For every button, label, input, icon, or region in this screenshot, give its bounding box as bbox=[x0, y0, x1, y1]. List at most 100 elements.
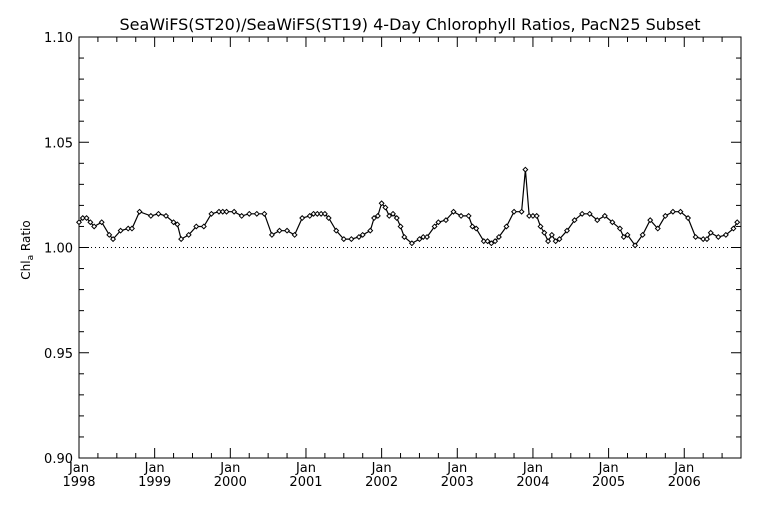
data-point bbox=[91, 223, 98, 230]
data-point bbox=[473, 225, 480, 232]
series-line bbox=[78, 169, 738, 247]
data-point bbox=[420, 233, 427, 240]
data-point bbox=[276, 227, 283, 234]
data-point bbox=[193, 223, 200, 230]
y-tick-label: 1.10 bbox=[44, 31, 73, 46]
data-point bbox=[529, 212, 536, 219]
data-point bbox=[594, 217, 601, 224]
data-point bbox=[563, 227, 570, 234]
data-point bbox=[541, 229, 548, 236]
data-point bbox=[722, 231, 729, 238]
data-point bbox=[378, 200, 385, 207]
data-point bbox=[647, 217, 654, 224]
data-point bbox=[734, 219, 741, 226]
data-point bbox=[662, 212, 669, 219]
x-tick-year-label: 2001 bbox=[289, 475, 322, 490]
data-point bbox=[537, 223, 544, 230]
data-point bbox=[677, 208, 684, 215]
data-point bbox=[340, 236, 347, 243]
data-point bbox=[98, 219, 105, 226]
data-point bbox=[75, 219, 83, 226]
data-point bbox=[318, 210, 325, 217]
x-tick-year-label: 2005 bbox=[592, 475, 625, 490]
data-point bbox=[480, 238, 487, 245]
data-point bbox=[155, 210, 162, 217]
data-point bbox=[268, 231, 275, 238]
x-tick-month-label: Jan bbox=[295, 461, 316, 476]
y-tick-label: 1.00 bbox=[44, 242, 73, 257]
x-tick-month-label: Jan bbox=[673, 461, 694, 476]
y-axis-label-subscript: a bbox=[26, 255, 36, 261]
data-point bbox=[117, 227, 124, 234]
data-point bbox=[669, 208, 676, 215]
data-point bbox=[393, 215, 400, 222]
data-point bbox=[110, 236, 117, 243]
x-tick-month-label: Jan bbox=[68, 461, 89, 476]
data-point bbox=[518, 208, 525, 215]
data-point bbox=[371, 215, 378, 222]
data-point bbox=[87, 219, 94, 226]
x-tick-year-label: 1999 bbox=[138, 475, 171, 490]
data-point bbox=[128, 225, 135, 232]
data-point bbox=[174, 221, 181, 228]
data-point bbox=[586, 210, 593, 217]
data-point bbox=[125, 225, 132, 232]
data-point bbox=[389, 210, 396, 217]
y-axis-label: Chla Ratio bbox=[19, 220, 36, 279]
y-tick-label: 0.95 bbox=[44, 347, 73, 362]
data-point bbox=[416, 236, 423, 243]
data-point bbox=[511, 208, 518, 215]
data-point bbox=[526, 212, 533, 219]
data-point bbox=[397, 223, 404, 230]
x-tick-month-label: Jan bbox=[522, 461, 543, 476]
data-point bbox=[374, 212, 381, 219]
x-axis-ticks: Jan1998Jan1999Jan2000Jan2001Jan2002Jan20… bbox=[62, 37, 742, 490]
data-point bbox=[382, 204, 389, 211]
data-point bbox=[219, 208, 226, 215]
data-point bbox=[246, 210, 253, 217]
data-point bbox=[162, 212, 170, 219]
data-point bbox=[609, 219, 616, 226]
data-point bbox=[442, 217, 449, 224]
x-tick-year-label: 2003 bbox=[441, 475, 474, 490]
data-point bbox=[253, 210, 260, 217]
data-point bbox=[424, 233, 431, 240]
chart-title: SeaWiFS(ST20)/SeaWiFS(ST19) 4-Day Chloro… bbox=[120, 15, 701, 34]
data-point bbox=[386, 212, 393, 219]
data-point bbox=[548, 231, 555, 238]
data-point bbox=[552, 238, 559, 245]
data-point bbox=[306, 212, 313, 219]
x-tick-month-label: Jan bbox=[371, 461, 392, 476]
data-point bbox=[579, 210, 586, 217]
data-point bbox=[178, 236, 185, 243]
data-point bbox=[299, 215, 306, 222]
data-point bbox=[707, 229, 714, 236]
data-point bbox=[83, 215, 90, 222]
data-point bbox=[469, 223, 476, 230]
data-point bbox=[291, 231, 298, 238]
series-layer bbox=[75, 166, 741, 249]
data-point bbox=[450, 208, 457, 215]
x-tick-month-label: Jan bbox=[598, 461, 619, 476]
data-point bbox=[495, 233, 502, 240]
data-point bbox=[310, 210, 317, 217]
data-point bbox=[401, 233, 408, 240]
data-point bbox=[314, 210, 321, 217]
y-axis-label-suffix: Ratio bbox=[19, 220, 33, 255]
data-point bbox=[601, 212, 608, 219]
data-point bbox=[215, 208, 222, 215]
x-tick-year-label: 1998 bbox=[62, 475, 95, 490]
data-point bbox=[200, 223, 207, 230]
data-point bbox=[367, 227, 374, 234]
data-point bbox=[325, 215, 332, 222]
data-point bbox=[147, 212, 154, 219]
data-point bbox=[620, 233, 627, 240]
x-tick-year-label: 2002 bbox=[365, 475, 398, 490]
x-tick-year-label: 2006 bbox=[668, 475, 701, 490]
data-point bbox=[632, 242, 639, 249]
plot-frame bbox=[78, 36, 742, 459]
data-point bbox=[616, 225, 623, 232]
x-tick-month-label: Jan bbox=[446, 461, 467, 476]
plot-border bbox=[78, 36, 742, 459]
